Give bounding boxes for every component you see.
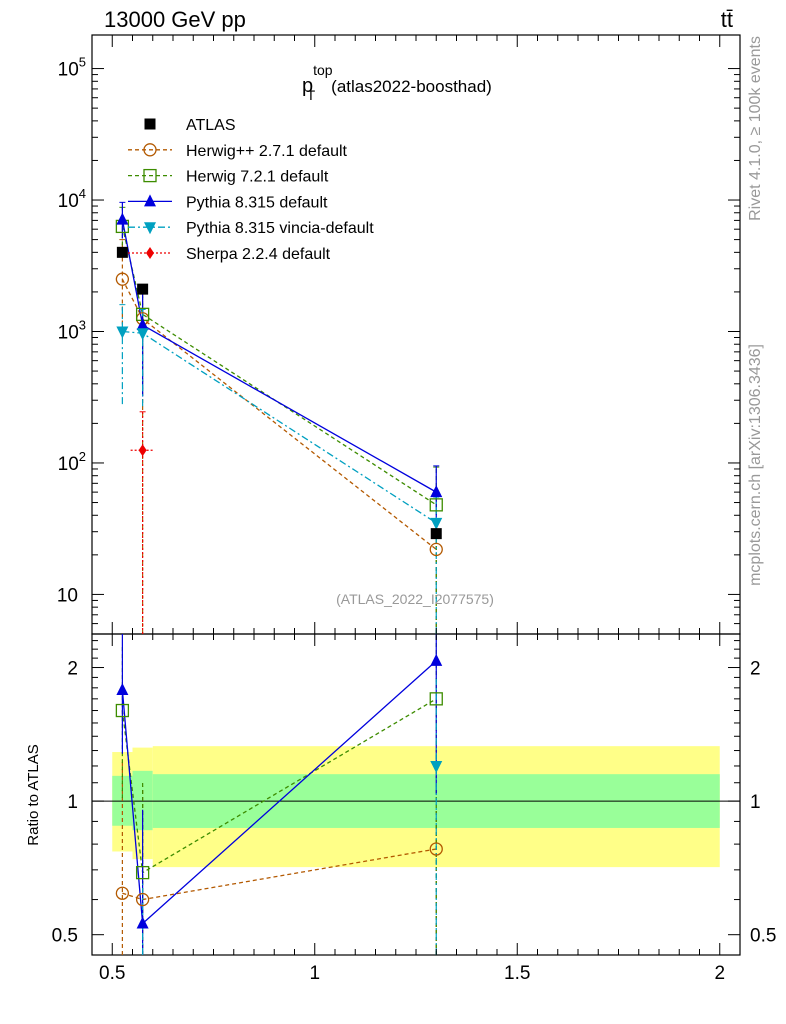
ratio-point-pythia-8-315-vincia-default xyxy=(430,760,443,773)
ratio-point-herwig-7-2-1-default xyxy=(135,865,150,880)
ratio-point-pythia-8-315-default xyxy=(430,653,443,666)
x-tick-label: 1 xyxy=(309,963,320,984)
legend-marker xyxy=(144,194,156,207)
ratio-point-pythia-8-315-default xyxy=(116,682,129,695)
y-tick-exponent: 5 xyxy=(79,55,86,70)
ratio-tick-label-left: 2 xyxy=(67,659,78,680)
legend-label: Pythia 8.315 default xyxy=(186,194,328,211)
legend-marker xyxy=(144,222,156,235)
title-main: p xyxy=(302,75,313,97)
point-herwig-7-2-1-default xyxy=(429,498,443,512)
point-pythia-8-315-default xyxy=(136,318,149,331)
point-sherpa-2-2-4-default xyxy=(138,444,147,457)
ratio-axis-label: Ratio to ATLAS xyxy=(25,744,42,845)
side-label-source: mcplots.cern.ch [arXiv:1306.3436] xyxy=(747,344,764,586)
legend-entry-sherpa-2-2-4-default: Sherpa 2.2.4 default xyxy=(128,246,331,263)
side-label-rivet: Rivet 4.1.0, ≥ 100k events xyxy=(747,36,764,221)
y-tick-base: 10 xyxy=(58,60,79,81)
point-pythia-8-315-vincia-default xyxy=(430,517,443,530)
y-tick-label: 104 xyxy=(58,186,86,212)
series-line-herwig-2-7-1-default xyxy=(121,278,437,550)
ratio-point-herwig-7-2-1-default xyxy=(429,692,443,706)
legend-label: ATLAS xyxy=(186,117,236,134)
legend-entry-atlas: ATLAS xyxy=(144,117,236,134)
ratio-uncertainty-bands xyxy=(112,746,720,868)
legend-entry-pythia-8-315-vincia-default: Pythia 8.315 vincia-default xyxy=(128,220,374,237)
ratio-point-herwig-2-7-1-default xyxy=(429,842,443,856)
legend: ATLAS Herwig++ 2.7.1 default Herwig 7.2.1 … xyxy=(128,117,374,263)
legend-marker xyxy=(144,118,156,130)
point-pythia-8-315-vincia-default xyxy=(136,328,149,341)
point-pythia-8-315-default xyxy=(116,212,129,225)
x-tick-label: 2 xyxy=(714,963,725,984)
plot-title: ptop T (atlas2022-boosthad) xyxy=(302,62,492,103)
ratio-tick-label-right: 1 xyxy=(750,792,761,813)
point-pythia-8-315-vincia-default xyxy=(116,326,129,339)
y-tick-exponent: 3 xyxy=(79,317,86,332)
y-tick-label: 105 xyxy=(58,55,86,81)
ratio-point-herwig-2-7-1-default xyxy=(115,886,130,900)
y-tick-exponent: 4 xyxy=(79,186,86,201)
series-line-herwig-7-2-1-default xyxy=(121,226,437,506)
legend-label: Herwig++ 2.7.1 default xyxy=(186,143,348,160)
legend-marker xyxy=(146,247,154,259)
ratio-point-herwig-2-7-1-default xyxy=(135,892,150,907)
point-atlas xyxy=(116,246,128,258)
ratio-tick-label-left: 0.5 xyxy=(52,926,78,947)
y-tick-base: 10 xyxy=(58,454,79,475)
y-tick-base: 10 xyxy=(58,322,79,343)
y-tick-base: 10 xyxy=(58,191,79,212)
ratio-tick-label-right: 0.5 xyxy=(750,926,776,947)
analysis-watermark: (ATLAS_2022_I2077575) xyxy=(336,591,494,607)
legend-label: Sherpa 2.2.4 default xyxy=(186,246,331,263)
x-tick-label: 0.5 xyxy=(99,963,125,984)
header-energy: 13000 GeV pp xyxy=(104,7,246,32)
ratio-point-pythia-8-315-default xyxy=(136,916,149,929)
legend-label: Pythia 8.315 vincia-default xyxy=(186,220,374,237)
ratio-tick-label-right: 2 xyxy=(750,659,761,680)
legend-marker xyxy=(143,168,157,183)
title-rest: (atlas2022-boosthad) xyxy=(331,77,492,96)
y-tick-base: 10 xyxy=(57,585,78,606)
y-tick-label: 103 xyxy=(58,317,86,343)
legend-entry-herwig-7-2-1-default: Herwig 7.2.1 default xyxy=(128,169,329,186)
ratio-point-herwig-7-2-1-default xyxy=(115,703,130,718)
point-herwig-2-7-1-default xyxy=(429,542,443,557)
legend-label: Herwig 7.2.1 default xyxy=(186,169,329,186)
legend-entry-pythia-8-315-default: Pythia 8.315 default xyxy=(128,194,328,211)
y-tick-label: 102 xyxy=(58,449,86,475)
point-pythia-8-315-default xyxy=(430,485,443,498)
point-atlas xyxy=(430,528,442,540)
ratio-tick-label-left: 1 xyxy=(67,792,78,813)
series-markers xyxy=(115,212,443,929)
legend-marker xyxy=(143,143,157,157)
point-herwig-2-7-1-default xyxy=(115,272,130,286)
series-line-pythia-8-315-vincia-default xyxy=(122,330,437,524)
point-atlas xyxy=(137,283,149,295)
title-sup: top xyxy=(313,62,333,78)
legend-entry-herwig-2-7-1-default: Herwig++ 2.7.1 default xyxy=(128,143,348,160)
y-tick-label: 10 xyxy=(57,585,78,606)
title-sub: T xyxy=(307,87,316,103)
header-process: tt̄ xyxy=(721,7,733,32)
x-tick-label: 1.5 xyxy=(504,963,530,984)
y-tick-exponent: 2 xyxy=(79,449,86,464)
